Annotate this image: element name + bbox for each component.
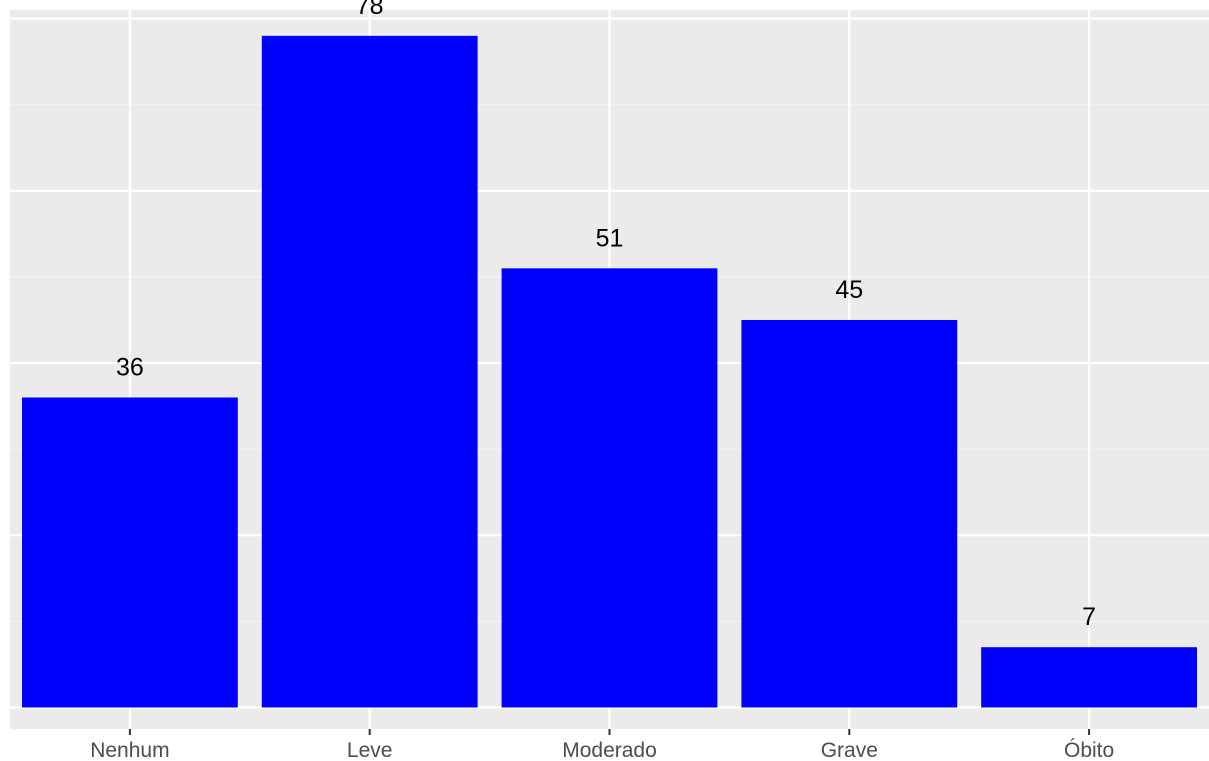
x-axis: Nenhum Leve Moderado Grave Óbito	[90, 729, 1114, 761]
x-tick-label: Grave	[821, 739, 878, 761]
x-tick-label: Óbito	[1064, 739, 1114, 761]
data-labels: 36 78 51 45 7	[116, 0, 1096, 631]
x-tick-label: Nenhum	[90, 739, 169, 761]
bar-leve	[261, 35, 478, 708]
bar-moderado	[501, 268, 718, 708]
data-label: 51	[596, 224, 624, 252]
bars	[21, 35, 1198, 708]
x-tick-label: Moderado	[562, 739, 657, 761]
data-label: 45	[835, 276, 863, 304]
x-tick-label: Leve	[347, 739, 393, 761]
bar-nenhum	[21, 397, 238, 708]
bar-grave	[741, 319, 958, 708]
data-label: 78	[356, 0, 384, 20]
data-label: 7	[1082, 603, 1096, 631]
data-label: 36	[116, 353, 144, 381]
bar-óbito	[981, 647, 1198, 708]
